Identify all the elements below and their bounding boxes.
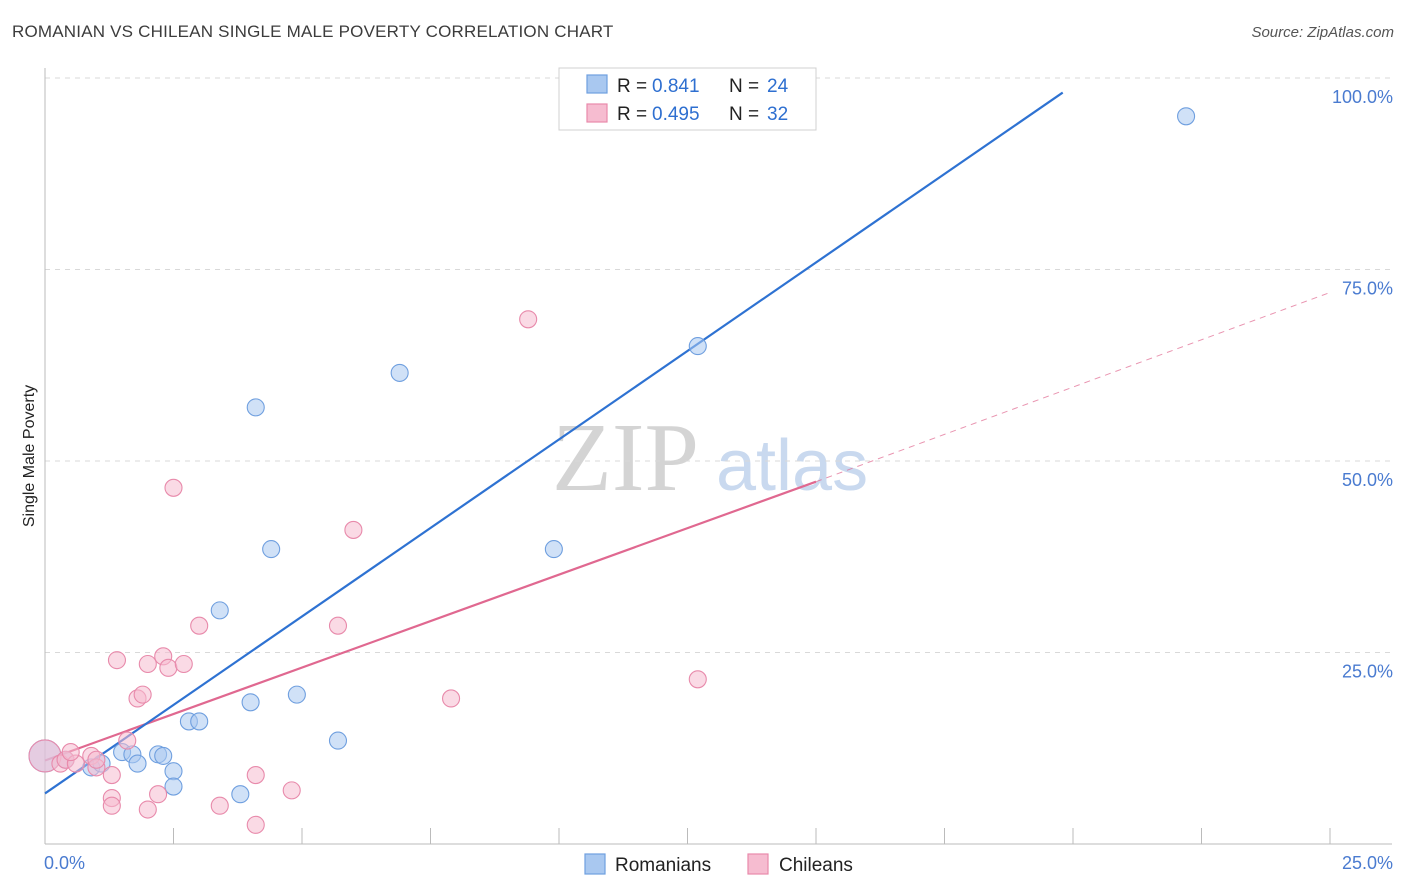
chileans-point [149, 785, 168, 804]
stats-legend: R = 0.841 N = 24 R = 0.495 N = 32 [558, 67, 817, 131]
legend-swatch-chileans [586, 103, 608, 123]
y-tick-label: 50.0% [1342, 470, 1393, 490]
romanians-point [328, 731, 348, 750]
chileans-point [159, 658, 178, 677]
data-points [28, 107, 1196, 834]
watermark-zip: ZIP [552, 404, 699, 512]
chileans-point [190, 616, 209, 635]
legend-r-label-chileans: R = [617, 104, 647, 125]
chileans-point [164, 478, 183, 497]
chileans-trend-extension [815, 292, 1331, 483]
legend-n-label-chileans: N = [729, 104, 759, 125]
source-label: Source: ZipAtlas.com [1251, 24, 1394, 41]
y-axis-label: Single Male Poverty [21, 385, 38, 527]
chileans-point [246, 815, 265, 834]
romanians-point [544, 540, 563, 559]
chileans-point [107, 651, 127, 670]
romanians-point [231, 785, 250, 804]
chileans-point [174, 654, 193, 674]
romanians-point [390, 363, 409, 382]
romanians-point [1177, 107, 1196, 126]
romanians-point [241, 693, 260, 712]
y-tick-label: 25.0% [1342, 662, 1393, 682]
romanians-trend-line [44, 91, 1064, 795]
x-tick-label: 0.0% [44, 853, 85, 873]
legend-r-value-chileans: 0.495 [652, 104, 700, 125]
chileans-point [138, 654, 157, 674]
chileans-point [344, 520, 363, 539]
romanians-point [128, 754, 147, 773]
chileans-point [328, 616, 348, 635]
chileans-point [133, 685, 152, 704]
bottom-legend-label-chileans: Chileans [779, 855, 853, 876]
romanians-point [287, 685, 306, 704]
legend-swatch-romanians [586, 74, 608, 94]
chileans-point [61, 743, 80, 762]
tick-labels: 25.0% 50.0% 75.0% 100.0% 0.0% 25.0% [44, 87, 1393, 873]
y-tick-label: 75.0% [1342, 279, 1393, 299]
romanians-point [164, 762, 183, 781]
chileans-point [246, 766, 265, 785]
chileans-point [442, 689, 461, 708]
romanians-point [688, 337, 707, 356]
romanians-point [164, 777, 183, 796]
chileans-point [102, 766, 121, 785]
series-legend: Romanians Chileans [584, 853, 853, 876]
chileans-point [688, 670, 707, 689]
chileans-point [519, 310, 538, 329]
legend-r-value-romanians: 0.841 [652, 76, 700, 97]
chileans-point [282, 781, 301, 800]
romanians-point [210, 601, 229, 620]
romanians-point [190, 712, 209, 731]
chileans-point [87, 750, 106, 769]
bottom-legend-label-romanians: Romanians [615, 855, 711, 876]
watermark-atlas: atlas [716, 426, 868, 506]
romanians-point [246, 398, 265, 417]
romanians-point [154, 746, 173, 765]
axes [44, 68, 1392, 845]
grid-lines [45, 77, 1392, 653]
chileans-point [118, 731, 137, 750]
chileans-point [138, 800, 157, 819]
legend-n-value-romanians: 24 [767, 76, 789, 97]
chileans-point [210, 796, 229, 815]
legend-n-value-chileans: 32 [767, 104, 788, 125]
bottom-legend-swatch-romanians [584, 853, 606, 875]
x-tick-label: 25.0% [1342, 853, 1393, 873]
legend-n-label-romanians: N = [729, 76, 759, 97]
y-tick-label: 100.0% [1332, 87, 1393, 107]
bottom-legend-swatch-chileans [747, 853, 769, 875]
trend-lines [44, 91, 1331, 795]
chileans-point [102, 796, 121, 815]
romanians-point [262, 540, 281, 559]
chileans-trend-line [44, 480, 817, 762]
chart-title: ROMANIAN VS CHILEAN SINGLE MALE POVERTY … [12, 22, 614, 41]
legend-r-label-romanians: R = [617, 76, 647, 97]
